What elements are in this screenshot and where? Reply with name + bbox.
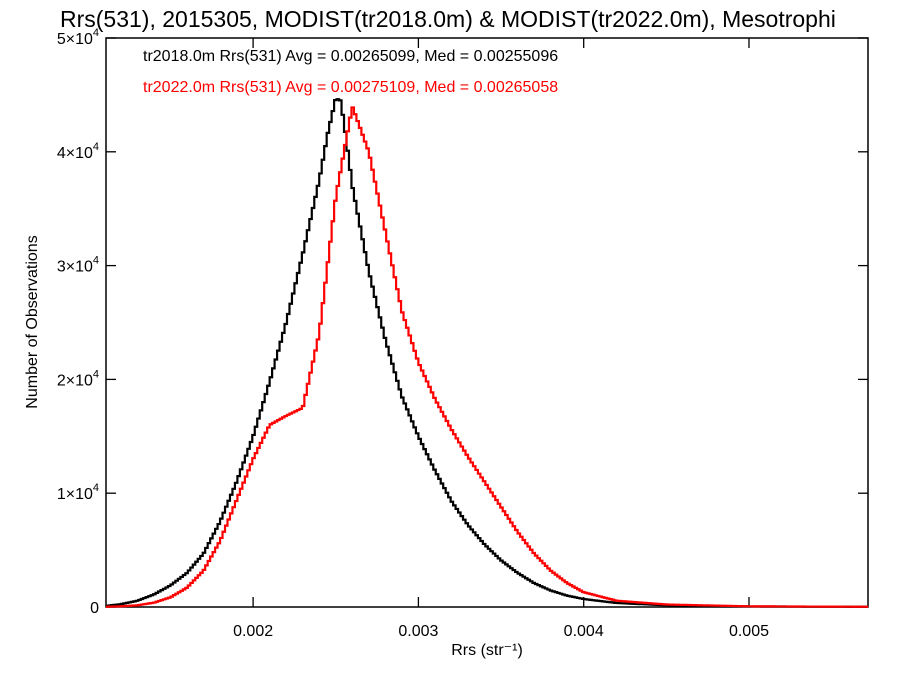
y-tick-label: 1×104: [57, 482, 99, 503]
y-axis-label: Number of Observations: [24, 235, 41, 408]
y-tick-label: 3×104: [57, 255, 99, 276]
y-tick-base: 0: [90, 600, 99, 617]
x-axis-label: Rrs (str⁻¹): [451, 642, 523, 659]
y-tick-exponent: 4: [93, 255, 99, 267]
y-tick-base: 2×10: [57, 372, 93, 389]
chart-title: Rrs(531), 2015305, MODIST(tr2018.0m) & M…: [60, 6, 836, 32]
y-tick-label: 4×104: [57, 141, 99, 162]
y-tick-exponent: 4: [93, 482, 99, 494]
x-tick-label: 0.004: [564, 623, 604, 640]
series-line-tr2022.0m: [106, 106, 869, 608]
y-tick-base: 4×10: [57, 145, 93, 162]
plot-frame: [105, 37, 869, 608]
y-tick-exponent: 4: [93, 368, 99, 380]
legend-annotation-tr2018: tr2018.0m Rrs(531) Avg = 0.00265099, Med…: [143, 48, 558, 65]
y-tick-label: 2×104: [57, 368, 99, 389]
y-tick-base: 5×10: [57, 31, 93, 48]
y-tick-base: 3×10: [57, 259, 93, 276]
series-line-tr2018.0m: [106, 98, 868, 608]
x-tick-label: 0.002: [233, 623, 273, 640]
y-tick-label: 0: [90, 600, 99, 617]
x-tick-label: 0.005: [729, 623, 769, 640]
x-tick-label: 0.003: [398, 623, 438, 640]
y-tick-exponent: 4: [93, 141, 99, 153]
x-axis: 0.002 0.003 0.004 0.005: [233, 38, 769, 640]
y-tick-exponent: 4: [93, 27, 99, 39]
y-tick-label: 5×104: [57, 27, 99, 48]
legend-annotation-tr2022: tr2022.0m Rrs(531) Avg = 0.00275109, Med…: [143, 79, 558, 96]
series-layer: [106, 98, 869, 608]
y-tick-base: 1×10: [57, 486, 93, 503]
